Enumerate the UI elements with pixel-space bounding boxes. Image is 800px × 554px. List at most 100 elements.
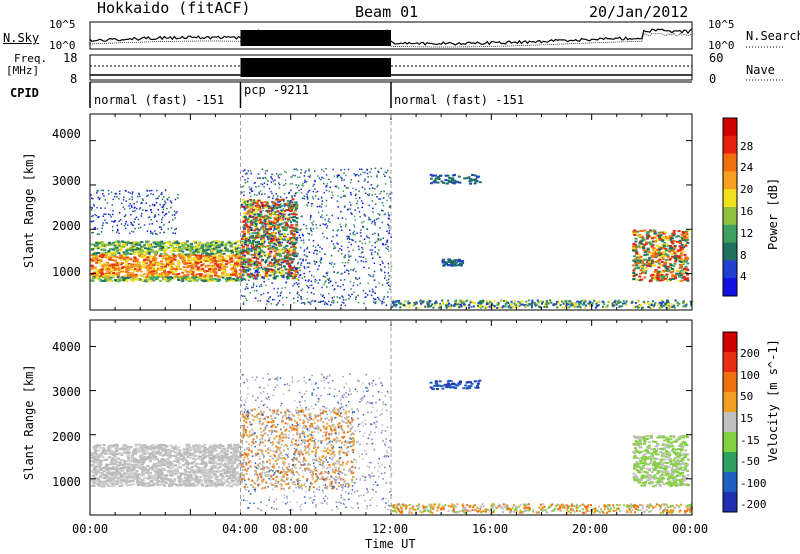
power-echo-cell (245, 250, 249, 253)
power-echo-cell (226, 250, 230, 253)
power-echo-cell (377, 212, 379, 215)
power-echo-cell (209, 271, 213, 274)
power-echo-cell (91, 259, 95, 262)
power-echo-cell (257, 214, 261, 217)
power-echo-cell (253, 236, 257, 239)
power-echo-cell (286, 209, 290, 211)
power-echo-cell (337, 206, 339, 208)
power-echo-cell (133, 246, 137, 249)
power-echo-cell (213, 277, 217, 280)
power-echo-cell (141, 198, 144, 200)
power-echo-cell (285, 275, 289, 278)
velocity-echo-cell (164, 476, 168, 479)
power-echo-cell (193, 253, 197, 256)
power-echo-cell (242, 254, 246, 257)
power-echo-cell (254, 207, 258, 210)
power-echo-cell (408, 306, 411, 309)
power-echo-cell (254, 238, 256, 241)
power-echo-cell (118, 220, 120, 222)
power-echo-cell (149, 190, 151, 192)
power-echo-cell (135, 207, 138, 210)
power-echo-cell (336, 301, 339, 304)
power-echo-cell (148, 275, 152, 278)
velocity-echo-cell (146, 465, 150, 468)
power-echo-cell (169, 246, 173, 249)
power-echo-cell (267, 207, 270, 210)
power-echo-cell (154, 214, 156, 216)
power-echo-cell (107, 271, 111, 274)
power-echo-cell (250, 229, 253, 231)
power-echo-cell (681, 237, 684, 240)
power-echo-cell (177, 266, 181, 269)
power-echo-cell (598, 300, 601, 303)
power-echo-cell (344, 254, 347, 257)
power-echo-cell (92, 220, 95, 222)
power-echo-cell (292, 284, 294, 287)
power-echo-cell (601, 305, 604, 308)
power-echo-cell (285, 217, 287, 220)
power-echo-cell (346, 269, 348, 271)
power-echo-cell (468, 180, 472, 183)
power-echo-cell (242, 230, 246, 233)
power-echo-cell (176, 276, 180, 279)
power-echo-cell (96, 252, 100, 254)
power-echo-cell (667, 303, 670, 305)
power-echo-cell (126, 276, 130, 279)
power-echo-cell (191, 258, 194, 261)
power-echo-cell (199, 254, 203, 257)
power-echo-cell (284, 229, 288, 232)
power-echo-cell (253, 213, 257, 216)
power-echo-cell (303, 250, 305, 252)
power-echo-cell (291, 272, 293, 274)
power-echo-cell (162, 204, 165, 207)
power-echo-cell (149, 205, 151, 207)
power-echo-cell (172, 232, 174, 234)
power-echo-cell (254, 223, 258, 225)
power-echo-cell (283, 184, 285, 186)
power-echo-cell (265, 215, 269, 218)
power-echo-cell (246, 274, 248, 277)
power-echo-cell (287, 271, 291, 274)
power-echo-cell (179, 257, 183, 259)
power-echo-cell (437, 178, 441, 180)
power-echo-cell (365, 258, 367, 260)
power-echo-cell (255, 201, 259, 204)
power-echo-cell (362, 226, 365, 228)
power-echo-cell (414, 303, 417, 306)
power-echo-cell (671, 277, 675, 280)
power-echo-cell (248, 279, 250, 282)
power-echo-cell (445, 182, 449, 185)
power-echo-cell (650, 303, 653, 306)
power-echo-cell (166, 241, 170, 244)
power-echo-cell (201, 243, 205, 246)
power-echo-cell (139, 255, 142, 258)
power-echo-cell (647, 260, 651, 263)
power-echo-cell (240, 191, 243, 193)
power-echo-cell (199, 256, 203, 259)
power-echo-cell (658, 256, 662, 259)
power-echo-cell (686, 258, 689, 260)
power-echo-cell (288, 248, 292, 250)
power-echo-cell (283, 200, 285, 202)
power-echo-cell (150, 193, 152, 195)
power-echo-cell (262, 270, 266, 273)
power-echo-cell (359, 173, 362, 176)
power-echo-cell (387, 224, 390, 227)
power-echo-cell (129, 232, 131, 235)
power-echo-cell (116, 262, 120, 264)
power-echo-cell (242, 295, 244, 297)
power-echo-cell (200, 279, 204, 282)
power-echo-cell (340, 169, 342, 171)
power-echo-cell (272, 195, 275, 197)
power-echo-cell (387, 195, 390, 197)
power-echo-cell (110, 265, 113, 267)
power-echo-cell (638, 305, 641, 308)
power-echo-cell (206, 273, 210, 276)
power-echo-cell (646, 232, 650, 235)
power-echo-cell (247, 200, 249, 202)
power-echo-cell (437, 176, 441, 179)
power-echo-cell (152, 279, 156, 282)
power-echo-cell (240, 256, 244, 259)
power-echo-cell (446, 305, 449, 308)
power-echo-cell (256, 204, 260, 206)
